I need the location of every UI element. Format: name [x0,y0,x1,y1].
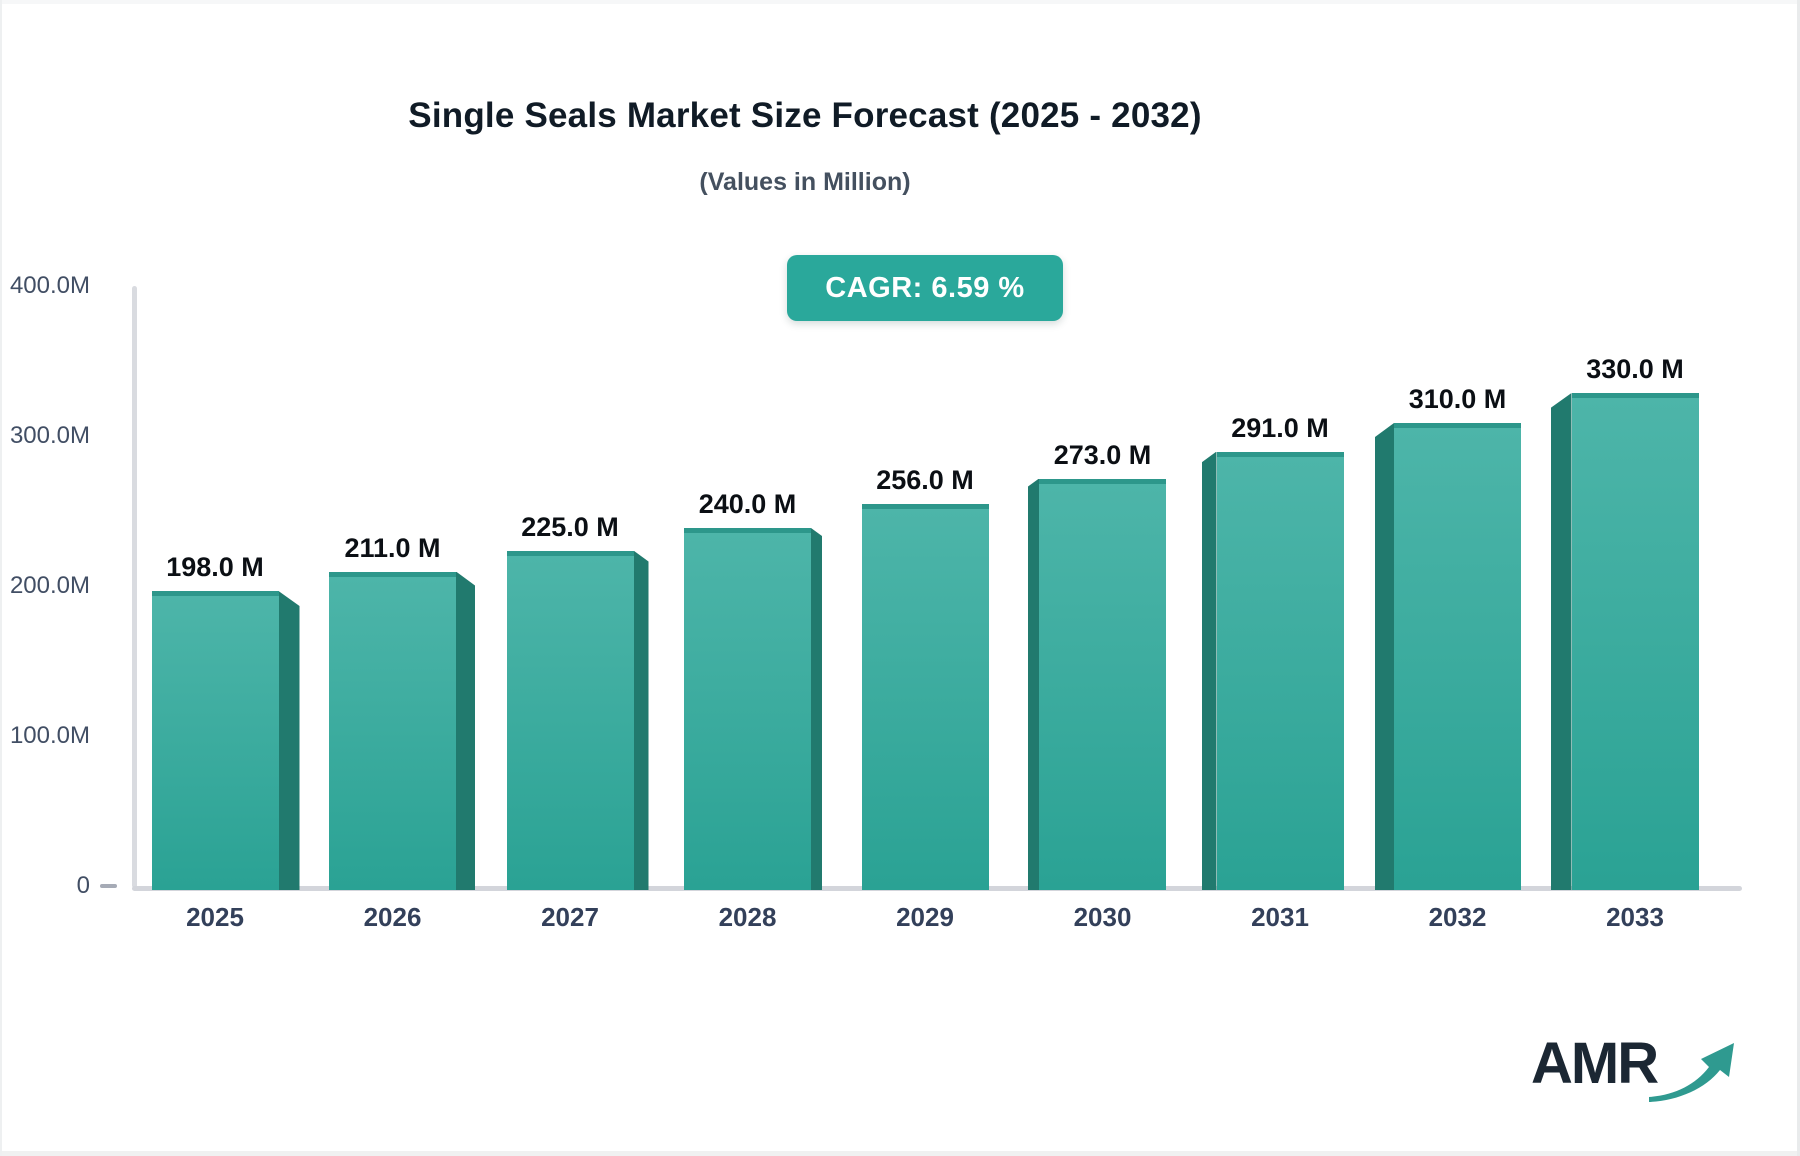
brand-logo: AMR [1531,1031,1735,1109]
bar-2026 [329,571,456,890]
x-axis-label-2033: 2033 [1606,902,1664,932]
x-axis-label-2027: 2027 [541,902,599,932]
bar-2029 [861,504,989,890]
x-axis-label-2032: 2032 [1428,902,1487,932]
page-edge-right [1797,0,1800,1156]
bar-value-label-2028: 240.0 M [698,489,797,519]
bar-side-2026 [456,571,475,890]
bar-2031 [1216,451,1344,890]
bar-value-label-2026: 211.0 M [344,532,441,563]
x-axis-label-2028: 2028 [718,902,777,932]
y-axis-tick-label: 100.0M [9,722,90,749]
bar-value-label-2032: 310.0 M [1408,384,1507,414]
bar-2028 [684,528,811,890]
bar-side-2025 [278,591,300,890]
growth-arrow-icon [1647,1040,1735,1109]
x-axis-label-2026: 2026 [363,902,422,932]
y-axis-tick-label: 300.0M [9,422,90,449]
bar-2030 [1039,478,1166,890]
bar-side-2030 [1028,478,1039,890]
bar-side-2031 [1201,451,1217,890]
bar-side-2032 [1375,423,1394,890]
bar-side-2027 [633,550,649,890]
bar-value-label-2033: 330.0 M [1586,354,1684,384]
x-axis-label-2025: 2025 [186,902,244,932]
bar-value-label-2025: 198.0 M [166,552,264,582]
page-edge-left [0,0,2,1156]
chart-title: Single Seals Market Size Forecast (2025 … [408,96,1202,135]
y-axis-tick-label: 200.0M [9,572,90,599]
x-axis-label-2031: 2031 [1251,902,1309,932]
x-axis-label-2029: 2029 [896,902,954,932]
bar-side-2028 [811,528,822,890]
y-axis-zero-tick [100,884,117,888]
bar-value-label-2031: 291.0 M [1231,412,1329,443]
y-axis-line [132,286,137,888]
y-axis-tick-label: 400.0M [9,272,90,299]
page-edge-top [0,0,1800,4]
cagr-badge: CAGR: 6.59 % [787,255,1063,321]
x-axis-label-2030: 2030 [1073,902,1132,932]
page-edge-bottom [0,1151,1800,1156]
chart-subtitle: (Values in Million) [699,168,911,196]
bar-value-label-2029: 256.0 M [876,465,974,495]
bar-2027 [506,550,634,890]
bar-2032 [1394,423,1521,890]
bar-2025 [151,591,279,890]
brand-logo-text: AMR [1531,1031,1659,1096]
y-axis-tick-label: 0 [76,872,90,899]
bar-value-label-2030: 273.0 M [1053,439,1152,470]
bar-2033 [1571,393,1699,890]
bar-side-2033 [1550,393,1572,890]
bar-value-label-2027: 225.0 M [521,511,619,542]
